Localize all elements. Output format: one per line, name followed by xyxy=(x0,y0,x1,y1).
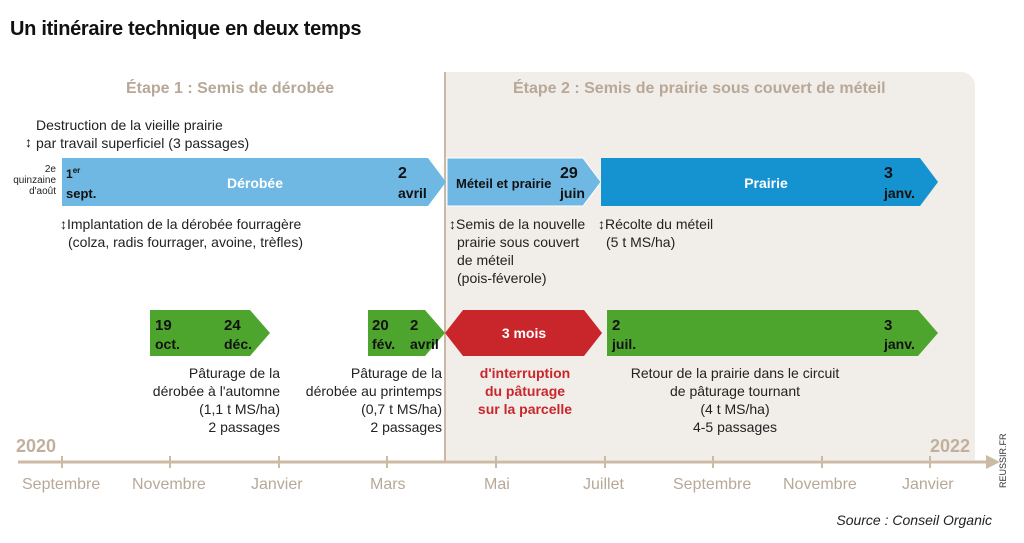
year-start: 2020 xyxy=(16,436,57,456)
note-implantation: ↕Implantation de la dérobée fourragère (… xyxy=(60,216,303,250)
bar-graze2-end-1: 2 xyxy=(410,317,418,334)
bar-graze1-end-1: 24 xyxy=(224,317,241,334)
note-paturage-automne: Pâturage de la dérobée à l'automne (1,1 … xyxy=(152,365,280,435)
bar-graze3-start-2: juil. xyxy=(611,336,636,352)
stage2-background xyxy=(445,72,975,460)
stage-divider xyxy=(444,72,446,462)
year-end: 2022 xyxy=(930,436,971,456)
bar-interruption-label: 3 mois xyxy=(502,325,547,341)
source-note: Source : Conseil Organic xyxy=(836,512,992,528)
bar-graze1 xyxy=(150,310,270,356)
note-quinzaine: 2e quinzaine d'août xyxy=(13,164,56,197)
axis-ticks xyxy=(61,456,931,468)
bar-meteil-end-2: juin xyxy=(559,185,585,201)
bar-prairie-end-2: janv. xyxy=(883,185,915,201)
bar-derobee-start-sup: er xyxy=(73,166,81,175)
bar-prairie-end-1: 3 xyxy=(884,165,893,182)
stage1-label: Étape 1 : Semis de dérobée xyxy=(126,80,335,97)
bar-derobee xyxy=(62,158,446,206)
up-arrow-icon: ↕ xyxy=(449,216,456,232)
bar-derobee-start-2: sept. xyxy=(66,186,96,201)
bar-graze2-start-2: fév. xyxy=(372,336,395,352)
month-label: Novembre xyxy=(783,476,857,493)
month-label: Janvier xyxy=(251,476,303,493)
bar-graze1-end-2: déc. xyxy=(224,336,252,352)
credit-label: REUSSIR.FR xyxy=(998,433,1008,488)
bar-derobee-end-1: 2 xyxy=(398,165,407,182)
bar-graze2-start-1: 20 xyxy=(372,317,389,334)
note-interruption: d'interruption du pâturage sur la parcel… xyxy=(477,365,573,417)
month-label: Septembre xyxy=(22,476,101,493)
time-axis-arrowhead xyxy=(986,455,1000,469)
bar-prairie xyxy=(601,158,938,206)
bar-meteil-end-1: 29 xyxy=(560,165,578,182)
bar-interruption xyxy=(445,310,602,356)
bar-meteil-label: Méteil et prairie xyxy=(456,176,551,191)
note-paturage-printemps: Pâturage de la dérobée au printemps (0,7… xyxy=(305,365,442,435)
month-label: Mars xyxy=(370,476,406,493)
bar-graze1-start-2: oct. xyxy=(155,336,180,352)
bar-graze3-start-1: 2 xyxy=(612,317,620,334)
bar-graze3 xyxy=(607,310,938,356)
bar-derobee-label: Dérobée xyxy=(227,175,283,191)
bar-graze1-start-1: 19 xyxy=(155,317,172,334)
month-label: Juillet xyxy=(583,476,624,493)
bar-graze3-end-2: janv. xyxy=(883,336,915,352)
note-retour: Retour de la prairie dans le circuit de … xyxy=(630,365,840,435)
bar-graze2-end-2: avril xyxy=(410,336,439,352)
note-destruction: Destruction de la vieille prairie par tr… xyxy=(36,117,250,151)
stage2-label: Étape 2 : Semis de prairie sous couvert … xyxy=(513,80,886,97)
note-semis: ↕Semis de la nouvelle prairie sous couve… xyxy=(449,216,586,286)
month-label: Mai xyxy=(484,476,510,493)
bar-graze2 xyxy=(368,310,445,356)
bar-graze3-end-1: 3 xyxy=(884,317,892,334)
up-down-arrow-icon: ↕ xyxy=(25,134,32,150)
up-arrow-icon: ↕ xyxy=(60,216,67,232)
bar-derobee-end-2: avril xyxy=(398,185,427,201)
up-arrow-icon: ↕ xyxy=(598,216,605,232)
month-label: Septembre xyxy=(673,476,752,493)
month-label: Janvier xyxy=(902,476,954,493)
note-recolte: ↕Récolte du méteil (5 t MS/ha) xyxy=(598,216,714,250)
bar-prairie-label: Prairie xyxy=(744,175,788,191)
page-title: Un itinéraire technique en deux temps xyxy=(10,18,362,40)
bar-meteil xyxy=(446,157,602,207)
month-label: Novembre xyxy=(132,476,206,493)
